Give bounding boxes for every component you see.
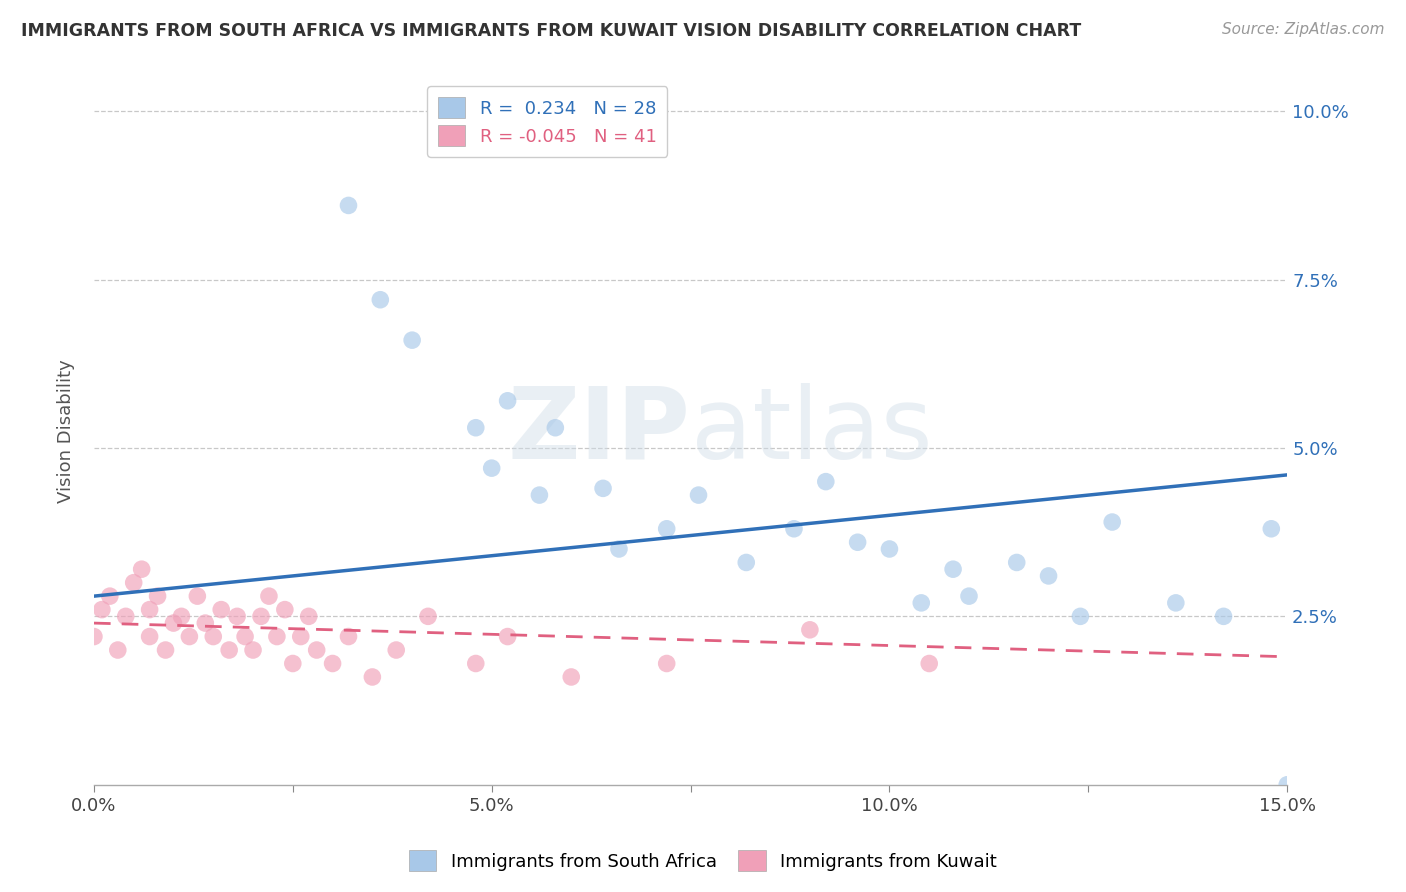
Point bbox=[122, 575, 145, 590]
Point bbox=[218, 643, 240, 657]
Y-axis label: Vision Disability: Vision Disability bbox=[58, 359, 75, 503]
Point bbox=[337, 630, 360, 644]
Text: ZIP: ZIP bbox=[508, 383, 690, 480]
Point bbox=[194, 616, 217, 631]
Point bbox=[814, 475, 837, 489]
Point bbox=[257, 589, 280, 603]
Point bbox=[322, 657, 344, 671]
Point bbox=[242, 643, 264, 657]
Point bbox=[879, 541, 901, 556]
Point bbox=[90, 602, 112, 616]
Point bbox=[799, 623, 821, 637]
Point bbox=[266, 630, 288, 644]
Point bbox=[385, 643, 408, 657]
Point bbox=[209, 602, 232, 616]
Point bbox=[1212, 609, 1234, 624]
Point bbox=[202, 630, 225, 644]
Point bbox=[274, 602, 297, 616]
Point bbox=[529, 488, 551, 502]
Point bbox=[688, 488, 710, 502]
Legend: R =  0.234   N = 28, R = -0.045   N = 41: R = 0.234 N = 28, R = -0.045 N = 41 bbox=[427, 87, 668, 157]
Point bbox=[496, 393, 519, 408]
Point bbox=[107, 643, 129, 657]
Point bbox=[146, 589, 169, 603]
Point bbox=[361, 670, 384, 684]
Point bbox=[401, 333, 423, 347]
Point bbox=[1069, 609, 1091, 624]
Point bbox=[226, 609, 249, 624]
Point bbox=[1101, 515, 1123, 529]
Point bbox=[1005, 556, 1028, 570]
Point bbox=[464, 657, 486, 671]
Point bbox=[1277, 778, 1299, 792]
Legend: Immigrants from South Africa, Immigrants from Kuwait: Immigrants from South Africa, Immigrants… bbox=[402, 843, 1004, 879]
Text: Source: ZipAtlas.com: Source: ZipAtlas.com bbox=[1222, 22, 1385, 37]
Point bbox=[607, 541, 630, 556]
Point bbox=[250, 609, 273, 624]
Point bbox=[846, 535, 869, 549]
Point bbox=[735, 556, 758, 570]
Point bbox=[464, 421, 486, 435]
Point bbox=[138, 630, 160, 644]
Point bbox=[138, 602, 160, 616]
Text: atlas: atlas bbox=[690, 383, 932, 480]
Point bbox=[655, 522, 678, 536]
Point bbox=[298, 609, 321, 624]
Point bbox=[496, 630, 519, 644]
Point bbox=[281, 657, 304, 671]
Point bbox=[368, 293, 391, 307]
Point bbox=[170, 609, 193, 624]
Point bbox=[162, 616, 184, 631]
Point bbox=[233, 630, 256, 644]
Point bbox=[290, 630, 312, 644]
Point bbox=[155, 643, 177, 657]
Point bbox=[560, 670, 582, 684]
Point bbox=[783, 522, 806, 536]
Point bbox=[481, 461, 503, 475]
Point bbox=[131, 562, 153, 576]
Point bbox=[592, 481, 614, 495]
Point bbox=[544, 421, 567, 435]
Point bbox=[910, 596, 932, 610]
Point bbox=[186, 589, 208, 603]
Point bbox=[1260, 522, 1282, 536]
Point bbox=[1038, 569, 1060, 583]
Point bbox=[114, 609, 136, 624]
Point bbox=[305, 643, 328, 657]
Point bbox=[416, 609, 439, 624]
Point bbox=[83, 630, 105, 644]
Text: IMMIGRANTS FROM SOUTH AFRICA VS IMMIGRANTS FROM KUWAIT VISION DISABILITY CORRELA: IMMIGRANTS FROM SOUTH AFRICA VS IMMIGRAN… bbox=[21, 22, 1081, 40]
Point bbox=[98, 589, 121, 603]
Point bbox=[655, 657, 678, 671]
Point bbox=[337, 198, 360, 212]
Point bbox=[942, 562, 965, 576]
Point bbox=[179, 630, 201, 644]
Point bbox=[1164, 596, 1187, 610]
Point bbox=[918, 657, 941, 671]
Point bbox=[957, 589, 980, 603]
